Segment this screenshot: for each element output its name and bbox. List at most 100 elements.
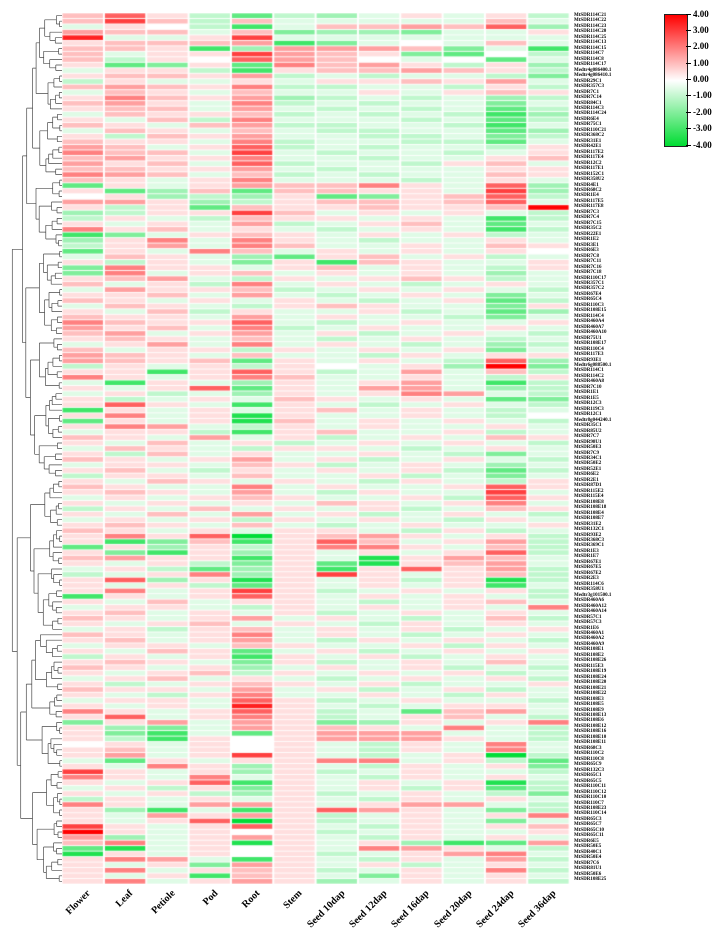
row-label: MtSDR85U2 (574, 428, 602, 434)
row-label: MtSDR108E22 (574, 691, 607, 697)
row-label: MtSDR114C15 (574, 45, 607, 51)
row-label: MtSDR7C11 (574, 259, 602, 265)
row-labels: MtSDR114C21 MtSDR114C22 MtSDR114C23 MtSDR11… (574, 13, 694, 883)
row-label: MtSDR50E3 (574, 445, 602, 451)
row-label: MtSDR65C11 (574, 833, 604, 839)
column-label: Seed 12dap (347, 888, 390, 931)
row-label: MtSDR7C6 (574, 860, 599, 866)
row-label: MtSDR31E1 (574, 138, 602, 144)
legend-tick-mark (686, 46, 691, 48)
row-label: MtSDR6E4 (574, 116, 599, 122)
row-label: MtSDR108E7 (574, 516, 604, 522)
row-label: MtSDR115E4 (574, 494, 604, 500)
row-label: MtSDR357C1 (574, 280, 604, 286)
legend-tick-mark (686, 144, 691, 146)
legend-tick-label: -4.00 (693, 139, 712, 150)
row-label: MtSDR460A7 (574, 324, 604, 330)
row-label: MtSDR460A2 (574, 636, 604, 642)
row-label: MtSDR65C7 (574, 822, 602, 828)
row-label: MtSDR108E24 (574, 674, 607, 680)
row-label: MtSDR108E19 (574, 669, 607, 675)
row-label: MtSDR81U1 (574, 866, 602, 872)
legend-tick-mark (686, 29, 691, 31)
row-label: MtSDR7C3 (574, 209, 599, 215)
row-label: MtSDR67E2 (574, 570, 602, 576)
heatmap-canvas (62, 13, 570, 884)
row-label: MtSDR108E26 (574, 658, 607, 664)
dendrogram (11, 15, 62, 882)
row-label: MtSDR132C3 (574, 767, 604, 773)
row-label: MtSDR114C22 (574, 18, 607, 24)
row-label: MtSDR65C9 (574, 762, 602, 768)
row-label: MtSDR114C24 (574, 111, 607, 117)
row-label: MtSDR460A9 (574, 641, 604, 647)
row-label: MtSDR98U1 (574, 439, 602, 445)
row-label: MtSDR110C8 (574, 756, 604, 762)
column-label: Seed 10dap (304, 888, 348, 931)
row-label: Medtr4g086400.1 (574, 67, 612, 73)
column-label: Pod (200, 888, 221, 908)
row-label: MtSDR110C12 (574, 789, 607, 795)
legend-gradient-bar (664, 14, 688, 147)
row-label: MtSDR114C3 (574, 105, 604, 111)
column-label: Seed 24dap (474, 888, 517, 931)
column-label: Seed 20dap (431, 888, 475, 931)
row-label: MtSDR115E2 (574, 488, 604, 494)
row-label: MtSDR108E15 (574, 308, 607, 314)
row-label: MtSDR67E1 (574, 559, 602, 565)
row-label: MtSDR108E5 (574, 702, 604, 708)
row-label: MtSDR460A10 (574, 330, 607, 336)
row-label: MtSDR1E7 (574, 554, 599, 560)
row-label: MtSDR7C1 (574, 89, 599, 95)
row-label: MtSDR369C1 (574, 543, 604, 549)
row-label: MtSDR460A4 (574, 319, 604, 325)
row-label: Medtr4g086410.1 (574, 73, 612, 79)
row-label: MtSDR114C21 (574, 13, 607, 18)
row-label: MtSDR108E17 (574, 341, 607, 347)
column-label: Seed 36dap (516, 888, 559, 931)
row-label: MtSDR108E1 (574, 647, 604, 653)
row-label: MtSDR460A8 (574, 379, 604, 385)
legend-tick-mark (686, 128, 691, 130)
row-label: MtSDR65C1 (574, 773, 602, 779)
row-label: Medtr3g101500.1 (574, 592, 612, 598)
row-label: MtSDR93E2 (574, 532, 602, 538)
row-label: MtSDR108E6 (574, 718, 604, 724)
row-label: MtSDR110C21 (574, 127, 607, 133)
row-label: MtSDR108E18 (574, 505, 607, 511)
legend-tick-label: -1.00 (693, 90, 712, 101)
row-label: MtSDR4E1 (574, 182, 599, 188)
row-label: MtSDR2E1 (574, 477, 599, 483)
row-label: MtSDR7C15 (574, 220, 602, 226)
row-label: MtSDR7C18 (574, 270, 602, 276)
row-label: MtSDR108E21 (574, 685, 607, 691)
row-label: MtSDR108E3 (574, 696, 604, 702)
row-label: MtSDR6E3 (574, 248, 599, 254)
row-label: MtSDR368C3 (574, 538, 604, 543)
row-label: MtSDR7C16 (574, 264, 602, 270)
row-label: MtSDR67E5 (574, 565, 602, 571)
row-label: MtSDR108E20 (574, 680, 607, 686)
row-label: MtSDR132C1 (574, 527, 604, 533)
row-label: MtSDR6E2 (574, 472, 599, 478)
row-label: MtSDR68C2 (574, 188, 602, 193)
row-label: MtSDR12C1 (574, 412, 602, 418)
row-label: MtSDR1E6 (574, 625, 599, 631)
row-label: MtSDR84C1 (574, 100, 602, 106)
row-label: MtSDR65C3 (574, 816, 602, 822)
row-label: MtSDR110C17 (574, 275, 607, 281)
row-label: MtSDR114C20 (574, 29, 607, 35)
row-label: MtSDR114C1 (574, 368, 604, 374)
column-label: Stem (281, 888, 305, 912)
row-label: MtSDR7C4 (574, 215, 599, 221)
row-label: MtSDR114C4 (574, 313, 604, 319)
row-label: MtSDR65C4 (574, 297, 602, 303)
row-label: MtSDR119C3 (574, 406, 604, 412)
row-label: MtSDR108E8 (574, 499, 604, 505)
legend-tick-mark (686, 62, 691, 64)
row-label: MtSDR87D1 (574, 483, 602, 489)
row-label: MtSDR35C2 (574, 226, 602, 232)
column-label: Root (240, 888, 263, 911)
row-label: MtSDR57C1 (574, 614, 602, 620)
